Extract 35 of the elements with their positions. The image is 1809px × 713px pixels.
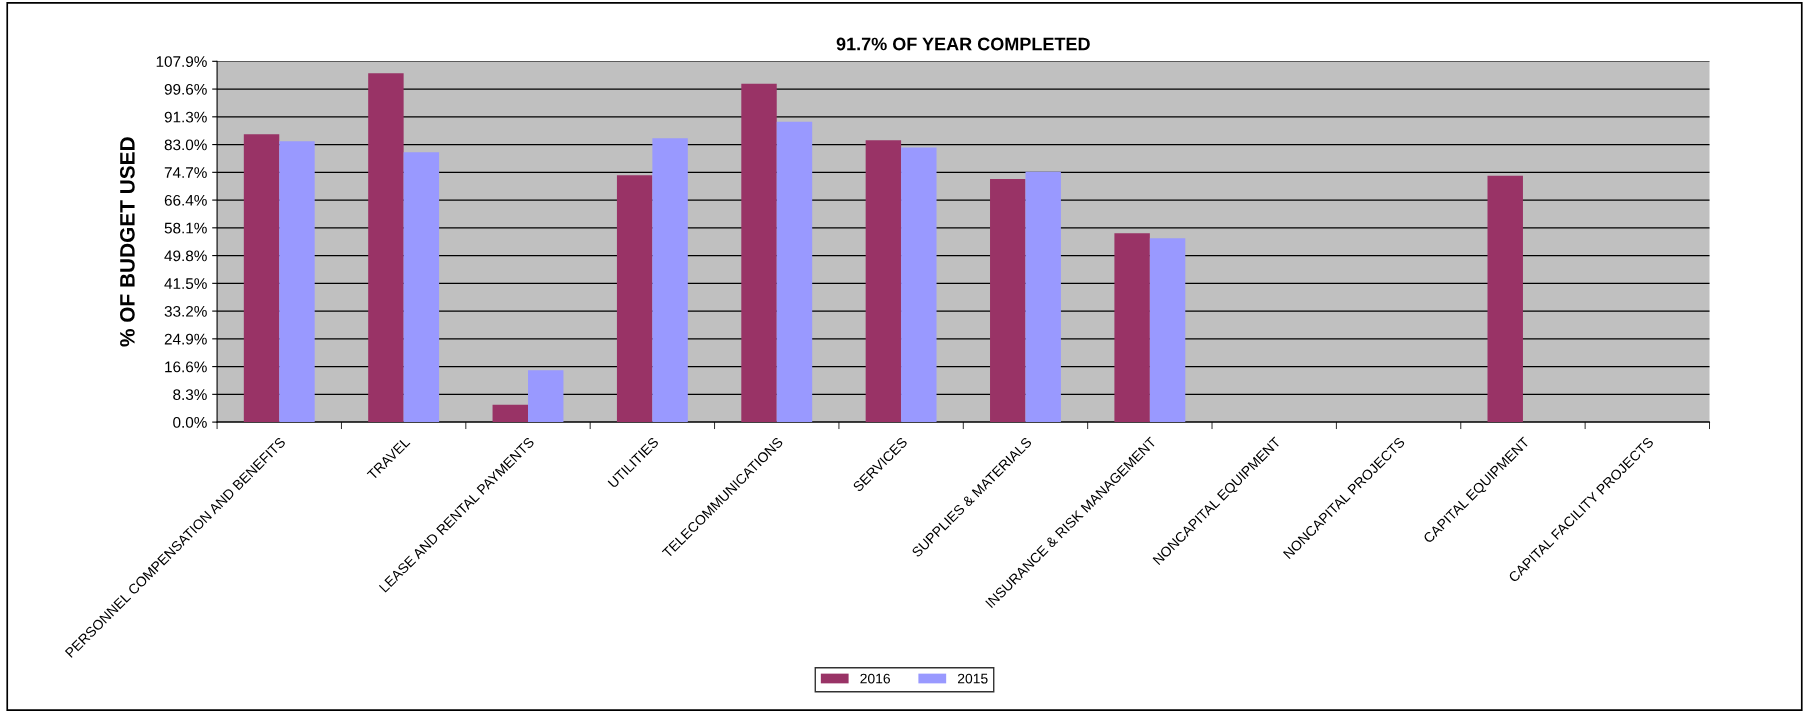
bar (865, 140, 902, 423)
bar (990, 179, 1026, 423)
y-tick-label: 83.0% (164, 139, 207, 151)
bar (1149, 238, 1186, 423)
bar (1114, 233, 1150, 423)
bar (1025, 171, 1061, 423)
y-tick-label: 74.7% (164, 167, 207, 178)
bar (279, 141, 315, 423)
y-axis-title: % OF BUDGET USED (120, 137, 135, 347)
bar (243, 134, 280, 423)
y-tick-label: 8.3% (173, 389, 207, 401)
bar (901, 147, 937, 423)
bar (776, 121, 813, 423)
legend-label: 2015 (957, 673, 988, 684)
bar (528, 370, 564, 423)
bar (368, 73, 404, 423)
chart-title: 91.7% OF YEAR COMPLETED (836, 37, 1090, 51)
y-tick-label: 99.6% (164, 83, 207, 95)
y-tick-label: 49.8% (164, 250, 207, 262)
bar (492, 404, 528, 423)
bar (1487, 175, 1523, 423)
y-tick-label: 16.6% (165, 361, 207, 373)
y-tick-label: 91.3% (164, 111, 207, 123)
bar (741, 83, 777, 423)
legend-label: 2016 (860, 673, 890, 684)
bar (652, 138, 688, 423)
y-tick-label: 24.9% (164, 333, 207, 345)
y-tick-label: 41.5% (164, 278, 207, 290)
y-tick-label: 107.9% (156, 56, 207, 67)
bar (403, 152, 440, 423)
y-tick-label: 66.4% (164, 194, 207, 206)
y-tick-label: 33.2% (164, 305, 207, 317)
y-tick-label: 58.1% (164, 222, 207, 234)
y-tick-label: 0.0% (173, 416, 207, 428)
bar (616, 175, 653, 423)
